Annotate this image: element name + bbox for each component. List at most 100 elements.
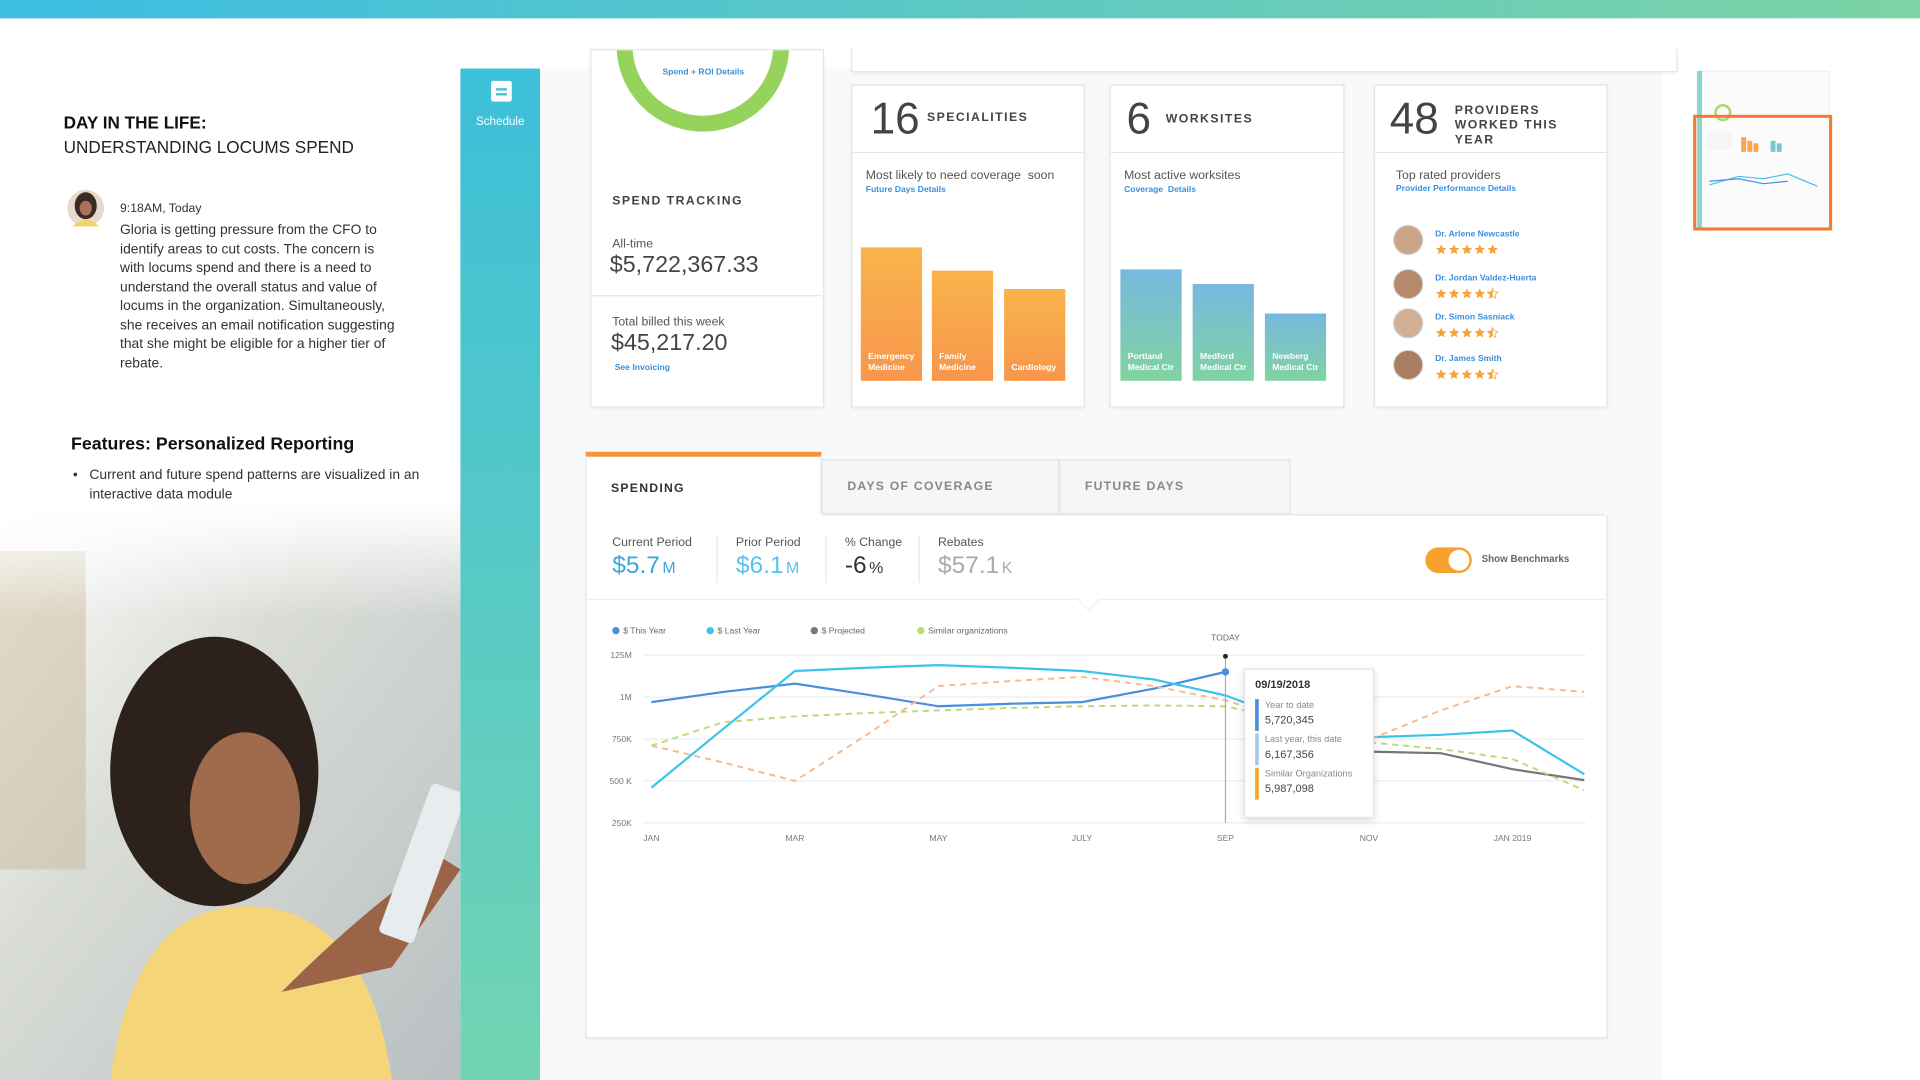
star: [1435, 244, 1447, 255]
metric-divider: [825, 536, 827, 583]
week-label: Total billed this week: [612, 315, 725, 330]
divider: [821, 514, 1606, 516]
bar-label: Newberg Medical Ctr: [1272, 352, 1319, 373]
legend-label[interactable]: $ Last Year: [718, 626, 761, 636]
worksites-subtitle: Most active worksites: [1124, 168, 1241, 183]
specialties-link[interactable]: Future Days Details: [865, 186, 946, 195]
star: [1448, 327, 1460, 338]
bar-label: Portland Medical Ctr: [1127, 352, 1174, 373]
legend-marker: [810, 626, 818, 635]
series-line: [651, 704, 1585, 792]
metrics: Current Period $5.7 M Prior Period $6.1 M% Ch…: [585, 536, 1393, 585]
top-card: [851, 48, 1678, 73]
divider: [1375, 151, 1607, 154]
bar-label: Emergency Medicine: [868, 352, 915, 373]
spend-title: SPEND TRACKING: [612, 194, 744, 209]
star: [1487, 369, 1493, 380]
series-line: [651, 670, 1226, 708]
metric-label: Prior Period: [735, 536, 801, 550]
x-tick-label: MAR: [785, 833, 804, 843]
bar: Newberg Medical Ctr: [1264, 313, 1327, 381]
tab[interactable]: SPENDING: [585, 451, 822, 516]
specialties-title: SPECIALITIES: [926, 111, 1029, 125]
star: [1487, 327, 1493, 338]
worksites-bars: Portland Medical Ctr Medford Medical Ctr…: [1120, 220, 1328, 381]
feature-item: Current and future spend patterns are vi…: [89, 467, 420, 505]
specialties-count: 16: [870, 93, 920, 144]
tab[interactable]: DAYS OF COVERAGE: [821, 459, 1060, 515]
provider-name[interactable]: Dr. Jordan Valdez-Huerta: [1435, 272, 1537, 282]
thumbnail[interactable]: [1690, 69, 1837, 233]
provider-avatar: [1392, 307, 1424, 339]
tooltip-value: 6,167,356: [1264, 748, 1314, 761]
toggle-label[interactable]: Show Benchmarks: [1481, 553, 1570, 565]
legend-label[interactable]: $ This Year: [623, 626, 666, 636]
y-tick-label: 1M: [620, 692, 632, 702]
x-tick-label: SEP: [1217, 833, 1234, 843]
subtitle: UNDERSTANDING LOCUMS SPEND: [63, 137, 354, 157]
today-dot: [1223, 653, 1228, 659]
provider-avatar: [1392, 349, 1424, 381]
star-outline: [1486, 368, 1499, 380]
sidebar: [460, 68, 541, 1080]
story-text: Gloria is getting pressure from the CFO …: [120, 222, 395, 371]
legend-label[interactable]: $ Projected: [822, 626, 866, 636]
top-bar: [0, 0, 1920, 19]
metric-number: $5.7: [612, 552, 660, 580]
star: [1474, 244, 1486, 255]
metric-number: $57.1: [937, 552, 1000, 580]
story-time: 9:18AM, Today: [120, 202, 202, 216]
provider-name[interactable]: Dr. James Smith: [1435, 353, 1502, 363]
schedule-icon[interactable]: [490, 78, 514, 102]
worksites-link[interactable]: Coverage Details: [1124, 186, 1197, 195]
providers-subtitle: Top rated providers: [1395, 168, 1501, 183]
provider-name[interactable]: Dr. Arlene Newcastle: [1435, 228, 1520, 238]
notch: [1077, 598, 1100, 611]
star: [1435, 288, 1447, 299]
providers-title: PROVIDERS WORKED THIS YEAR: [1454, 104, 1558, 147]
bar: Emergency Medicine: [860, 247, 923, 381]
metric-unit: M: [786, 558, 800, 577]
metric-value: -6%: [845, 552, 902, 580]
point-marker: [1221, 668, 1230, 676]
week-value: $45,217.20: [611, 330, 728, 357]
tooltip-date: 09/19/2018: [1255, 678, 1311, 691]
features-list: Current and future spend patterns are vi…: [71, 467, 420, 505]
bar: Cardiology: [1004, 288, 1066, 381]
invoice-link[interactable]: See Invoicing: [614, 363, 670, 373]
worksites-title: WORKSITES: [1165, 112, 1254, 127]
star: [1435, 369, 1447, 380]
provider-avatar: [1392, 224, 1424, 256]
legend-label[interactable]: Similar organizations: [928, 626, 1007, 636]
tooltip-label: Year to date: [1264, 699, 1315, 711]
specialties-subtitle: Most likely to need coverage soon: [865, 168, 1055, 183]
y-tick-label: 500 K: [609, 776, 632, 786]
providers-link[interactable]: Provider Performance Details: [1395, 184, 1516, 194]
provider-name[interactable]: Dr. Simon Sasniack: [1435, 312, 1515, 322]
tooltip-value: 5,987,098: [1264, 782, 1314, 795]
x-tick-label: JULY: [1072, 833, 1093, 843]
metric-divider: [918, 536, 920, 583]
spend-card: [590, 48, 825, 408]
nav-label[interactable]: Schedule: [475, 115, 525, 129]
legend-marker: [917, 626, 925, 635]
bar: Portland Medical Ctr: [1120, 269, 1182, 381]
metric: Rebates $57.1 K: [938, 536, 1012, 580]
metric-value: $5.7 M: [612, 552, 692, 580]
bar: Medford Medical Ctr: [1192, 284, 1254, 381]
bar: Family Medicine: [931, 270, 994, 381]
bar-label: Cardiology: [1011, 363, 1057, 373]
metric-unit: %: [869, 558, 884, 577]
providers-count: 48: [1389, 93, 1439, 144]
tab[interactable]: FUTURE DAYS: [1059, 459, 1291, 515]
metric-number: $6.1: [735, 552, 784, 580]
spend-link[interactable]: Spend + ROI Details: [662, 68, 745, 78]
metric-divider: [716, 536, 718, 583]
tooltip-row: Year to date 5,720,345: [1255, 699, 1375, 732]
star: [1474, 327, 1486, 338]
star: [1448, 369, 1460, 380]
toggle[interactable]: [1425, 547, 1472, 574]
metric-value: $57.1 K: [938, 552, 1012, 580]
all-time-value: $5,722,367.33: [609, 252, 759, 278]
